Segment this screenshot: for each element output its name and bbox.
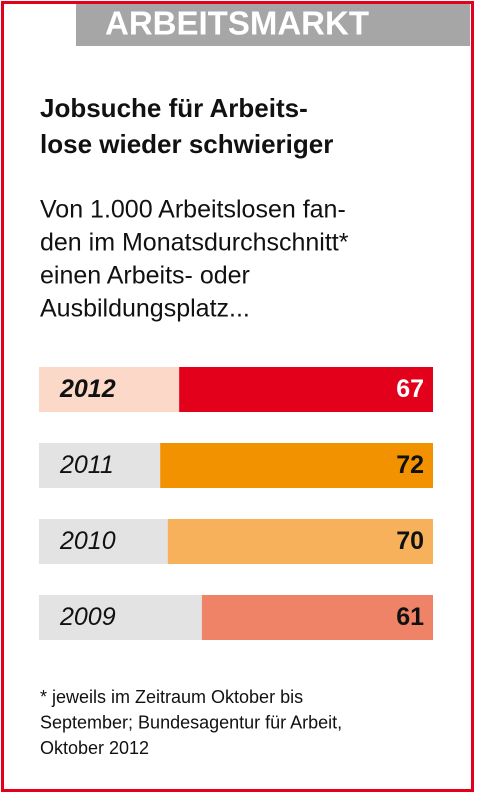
subtitle: einen Arbeits- oder	[40, 262, 250, 290]
footnote: * jeweils im Zeitraum Oktober bis	[40, 687, 303, 707]
value-label: 72	[396, 451, 424, 479]
bar	[179, 367, 433, 412]
value-label: 70	[396, 527, 424, 555]
header: ARBEITSMARKT	[105, 5, 369, 42]
footnote: September; Bundesagentur für Arbeit,	[40, 712, 342, 732]
bar	[167, 519, 434, 564]
subtitle: Ausbildungsplatz...	[40, 295, 250, 323]
subtitle: Von 1.000 Arbeitslosen fan-	[40, 196, 346, 224]
category-label: 2010	[59, 527, 116, 555]
category-label: 2009	[59, 603, 116, 631]
subtitle: den im Monatsdurchschnitt*	[40, 229, 349, 257]
chart-title: Jobsuche für Arbeits-	[40, 93, 308, 123]
value-label: 61	[396, 603, 424, 631]
category-label: 2011	[59, 451, 114, 479]
chart-title: lose wieder schwieriger	[40, 129, 333, 159]
category-label: 2012	[59, 375, 116, 403]
value-label: 67	[396, 375, 424, 403]
bar	[201, 595, 433, 640]
bar	[160, 443, 433, 488]
header-box	[76, 4, 470, 46]
footnote: Oktober 2012	[40, 738, 149, 758]
